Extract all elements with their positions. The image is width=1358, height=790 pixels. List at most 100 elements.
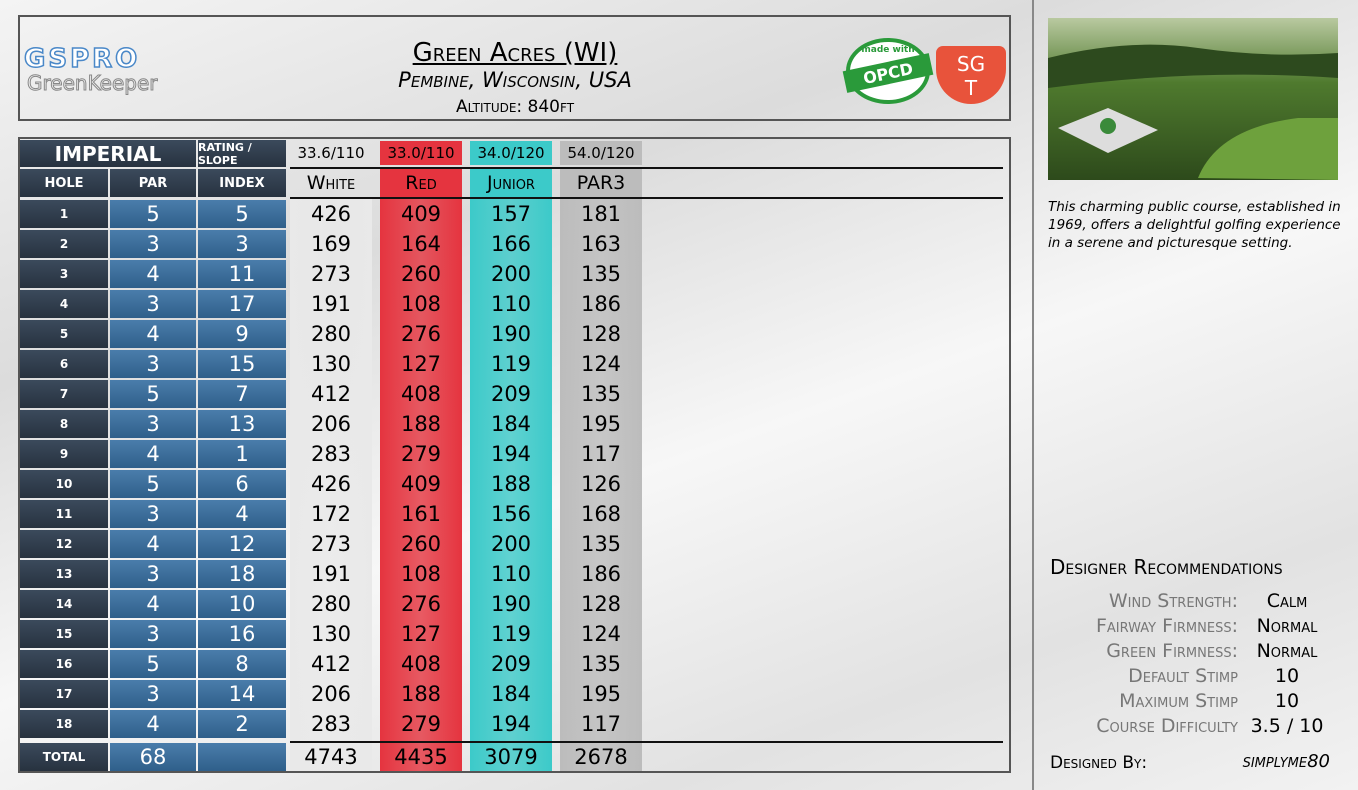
tee-yardage: 260 bbox=[400, 532, 442, 556]
tee-yardage: 188 bbox=[490, 472, 532, 496]
total-label: TOTAL bbox=[20, 743, 108, 771]
tee-yardage: 194 bbox=[490, 442, 532, 466]
par-cell: 4 bbox=[110, 530, 196, 558]
tee-column bbox=[470, 198, 552, 771]
tee-yardage: 190 bbox=[490, 322, 532, 346]
tee-name: PAR3 bbox=[560, 169, 642, 197]
altitude: Altitude: 840ft bbox=[455, 97, 575, 117]
tee-yardage: 188 bbox=[400, 682, 442, 706]
hole-number: 7 bbox=[20, 380, 108, 408]
par-cell: 5 bbox=[110, 470, 196, 498]
hole-number: 12 bbox=[20, 530, 108, 558]
tee-total: 3079 bbox=[484, 745, 538, 769]
column-header: HOLE bbox=[20, 169, 108, 197]
tee-yardage: 172 bbox=[310, 502, 352, 526]
rec-value: 10 bbox=[1274, 690, 1300, 712]
tee-yardage: 186 bbox=[580, 292, 622, 316]
tee-yardage: 273 bbox=[310, 532, 352, 556]
tee-total: 4743 bbox=[304, 745, 358, 769]
rec-label: Maximum Stimp bbox=[1119, 690, 1238, 712]
tee-yardage: 191 bbox=[310, 292, 352, 316]
tee-yardage: 163 bbox=[580, 232, 622, 256]
tee-yardage: 409 bbox=[400, 202, 442, 226]
tee-yardage: 184 bbox=[490, 682, 532, 706]
tee-yardage: 426 bbox=[310, 202, 352, 226]
tee-yardage: 135 bbox=[580, 262, 622, 286]
hole-number: 16 bbox=[20, 650, 108, 678]
index-cell: 17 bbox=[198, 290, 286, 318]
index-cell: 16 bbox=[198, 620, 286, 648]
par-cell: 5 bbox=[110, 200, 196, 228]
tee-name: Junior bbox=[470, 169, 552, 197]
rec-label: Green Firmness: bbox=[1106, 640, 1238, 662]
par-cell: 3 bbox=[110, 560, 196, 588]
rec-label: Fairway Firmness: bbox=[1095, 615, 1238, 637]
tee-yardage: 108 bbox=[400, 562, 442, 586]
tee-yardage: 408 bbox=[400, 652, 442, 676]
hole-number: 5 bbox=[20, 320, 108, 348]
rating-header: RATING / SLOPE bbox=[198, 140, 286, 167]
tee-yardage: 195 bbox=[580, 412, 622, 436]
tee-yardage: 191 bbox=[310, 562, 352, 586]
par-cell: 5 bbox=[110, 650, 196, 678]
badge-top: made with bbox=[861, 45, 915, 55]
rec-value: Normal bbox=[1256, 615, 1318, 637]
par-cell: 3 bbox=[110, 350, 196, 378]
par-cell: 5 bbox=[110, 380, 196, 408]
rec-title: Designer Recommendations bbox=[1050, 555, 1283, 579]
sgt-top: SG bbox=[956, 52, 986, 76]
par-cell: 3 bbox=[110, 500, 196, 528]
tee-name: Red bbox=[380, 169, 462, 197]
tee-yardage: 412 bbox=[310, 382, 352, 406]
tee-yardage: 156 bbox=[490, 502, 532, 526]
tee-rating: 33.6/110 bbox=[297, 144, 365, 162]
tee-yardage: 126 bbox=[580, 472, 622, 496]
course-title: Green Acres (WI) bbox=[412, 38, 618, 68]
tee-yardage: 209 bbox=[490, 382, 532, 406]
index-cell: 7 bbox=[198, 380, 286, 408]
tee-yardage: 273 bbox=[310, 262, 352, 286]
tee-total: 4435 bbox=[394, 745, 448, 769]
sgt-logo: SG T bbox=[936, 46, 1006, 104]
index-cell: 2 bbox=[198, 710, 286, 738]
hole-number: 9 bbox=[20, 440, 108, 468]
tee-yardage: 412 bbox=[310, 652, 352, 676]
tee-yardage: 130 bbox=[310, 352, 352, 376]
rec-value: Normal bbox=[1256, 640, 1318, 662]
index-cell: 9 bbox=[198, 320, 286, 348]
tee-yardage: 280 bbox=[310, 592, 352, 616]
tee-yardage: 127 bbox=[400, 352, 442, 376]
column-header: INDEX bbox=[198, 169, 286, 197]
index-cell: 5 bbox=[198, 200, 286, 228]
par-total: 68 bbox=[110, 743, 196, 771]
index-cell: 18 bbox=[198, 560, 286, 588]
tee-yardage: 119 bbox=[490, 622, 532, 646]
par-cell: 3 bbox=[110, 410, 196, 438]
index-cell: 10 bbox=[198, 590, 286, 618]
location: Pembine, Wisconsin, USA bbox=[398, 68, 632, 92]
unit-header: IMPERIAL bbox=[20, 140, 196, 167]
header-frame bbox=[18, 15, 1011, 121]
tee-yardage: 184 bbox=[490, 412, 532, 436]
hole-number: 17 bbox=[20, 680, 108, 708]
tee-column bbox=[380, 198, 462, 771]
rec-label: Wind Strength: bbox=[1108, 590, 1238, 612]
rec-label: Course Difficulty bbox=[1096, 715, 1238, 737]
tee-yardage: 200 bbox=[490, 262, 532, 286]
tee-yardage: 280 bbox=[310, 322, 352, 346]
tee-yardage: 128 bbox=[580, 592, 622, 616]
tee-yardage: 426 bbox=[310, 472, 352, 496]
tee-yardage: 206 bbox=[310, 682, 352, 706]
tee-yardage: 117 bbox=[580, 712, 622, 736]
rec-value: Calm bbox=[1266, 590, 1308, 612]
tee-yardage: 186 bbox=[580, 562, 622, 586]
hole-number: 8 bbox=[20, 410, 108, 438]
tee-yardage: 124 bbox=[580, 622, 622, 646]
rec-value: 3.5 / 10 bbox=[1250, 715, 1324, 737]
column-header: PAR bbox=[110, 169, 196, 197]
tee-total: 2678 bbox=[574, 745, 628, 769]
index-cell: 15 bbox=[198, 350, 286, 378]
tee-yardage: 135 bbox=[580, 532, 622, 556]
tee-yardage: 119 bbox=[490, 352, 532, 376]
tee-column bbox=[560, 198, 642, 771]
